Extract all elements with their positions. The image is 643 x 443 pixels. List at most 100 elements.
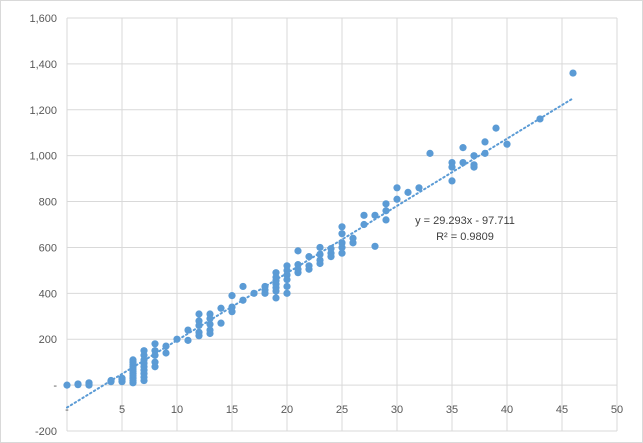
y-tick-label: 1,200 bbox=[29, 105, 57, 117]
data-point bbox=[107, 378, 115, 386]
data-point bbox=[349, 239, 357, 247]
data-point bbox=[338, 230, 346, 238]
data-point bbox=[371, 242, 379, 250]
data-point bbox=[338, 249, 346, 257]
data-point bbox=[228, 292, 236, 300]
data-point bbox=[536, 115, 544, 123]
data-point bbox=[272, 287, 280, 295]
x-tick-label: - bbox=[65, 404, 69, 416]
data-point bbox=[327, 253, 335, 261]
data-point bbox=[74, 381, 82, 389]
data-point bbox=[250, 289, 258, 297]
data-point bbox=[481, 138, 489, 146]
data-point bbox=[459, 158, 467, 167]
data-point bbox=[283, 275, 291, 284]
data-point bbox=[382, 200, 390, 208]
data-point bbox=[195, 310, 203, 318]
y-tick-label: 600 bbox=[39, 242, 57, 254]
data-point bbox=[85, 381, 93, 389]
data-point bbox=[206, 320, 214, 328]
data-point bbox=[338, 223, 346, 231]
trendline-annotation: y = 29.293x - 97.711 R² = 0.9809 bbox=[415, 215, 515, 243]
y-tick-label: 400 bbox=[39, 288, 57, 300]
data-point bbox=[261, 289, 269, 297]
data-point bbox=[382, 207, 390, 215]
y-tick-label: 200 bbox=[39, 334, 57, 346]
x-tick-label: 30 bbox=[391, 404, 403, 416]
x-tick-label: 25 bbox=[336, 404, 348, 416]
data-points bbox=[63, 69, 577, 389]
data-point bbox=[470, 152, 478, 160]
data-point bbox=[140, 376, 148, 385]
data-point bbox=[316, 259, 324, 268]
data-point bbox=[448, 177, 456, 185]
x-tick-label: 35 bbox=[446, 404, 458, 416]
data-point bbox=[217, 304, 225, 312]
y-tick-label: 1,600 bbox=[29, 13, 57, 25]
data-point bbox=[162, 349, 170, 357]
data-point bbox=[206, 329, 214, 338]
data-point bbox=[404, 188, 412, 196]
y-tick-label: - bbox=[53, 380, 57, 392]
data-point bbox=[569, 69, 577, 77]
data-point bbox=[195, 321, 203, 330]
data-point bbox=[360, 211, 368, 219]
data-point bbox=[129, 379, 137, 387]
data-point bbox=[118, 378, 126, 386]
x-tick-label: 45 bbox=[556, 404, 568, 416]
data-point bbox=[426, 149, 434, 157]
data-point bbox=[206, 314, 214, 323]
data-point bbox=[371, 211, 379, 219]
x-tick-label: 10 bbox=[171, 404, 183, 416]
x-tick-label: 5 bbox=[119, 404, 125, 416]
data-point bbox=[184, 336, 192, 344]
data-point bbox=[470, 163, 478, 171]
data-point bbox=[492, 124, 500, 132]
x-tick-label: 40 bbox=[501, 404, 513, 416]
trendline-r-squared: R² = 0.9809 bbox=[436, 231, 494, 243]
x-tick-label: 50 bbox=[611, 404, 623, 416]
data-point bbox=[360, 220, 368, 229]
data-point bbox=[217, 319, 225, 327]
data-point bbox=[294, 269, 302, 277]
data-point bbox=[415, 184, 423, 192]
data-point bbox=[448, 163, 456, 171]
data-point bbox=[239, 282, 247, 291]
data-point bbox=[338, 243, 346, 252]
data-point bbox=[151, 351, 159, 359]
data-point bbox=[162, 342, 170, 350]
trendline-equation: y = 29.293x - 97.711 bbox=[415, 215, 515, 227]
y-tick-label: 1,000 bbox=[29, 151, 57, 163]
data-point bbox=[294, 247, 302, 255]
data-point bbox=[151, 363, 159, 371]
x-tick-label: 15 bbox=[226, 404, 238, 416]
data-point bbox=[305, 265, 313, 273]
x-tick-label: 20 bbox=[281, 404, 293, 416]
data-point bbox=[228, 308, 236, 316]
data-point bbox=[382, 216, 390, 224]
data-point bbox=[195, 332, 203, 340]
data-point bbox=[151, 340, 159, 348]
y-tick-label: -200 bbox=[35, 426, 57, 438]
data-point bbox=[393, 184, 401, 192]
data-point bbox=[173, 335, 181, 343]
data-point bbox=[481, 149, 489, 157]
y-tick-label: 1,400 bbox=[29, 59, 57, 71]
data-point bbox=[316, 243, 324, 252]
data-point bbox=[305, 253, 313, 261]
data-point bbox=[283, 289, 291, 297]
data-point bbox=[393, 195, 401, 203]
data-point bbox=[184, 326, 192, 334]
data-point bbox=[503, 140, 511, 148]
y-tick-label: 800 bbox=[39, 197, 57, 209]
gridlines bbox=[66, 17, 618, 432]
data-point bbox=[272, 294, 280, 302]
data-point bbox=[283, 282, 291, 291]
x-axis-tick-labels: - 5 10 15 20 25 30 35 40 45 50 bbox=[65, 404, 623, 416]
data-point bbox=[63, 381, 71, 389]
data-point bbox=[459, 144, 467, 152]
data-point bbox=[316, 250, 324, 258]
